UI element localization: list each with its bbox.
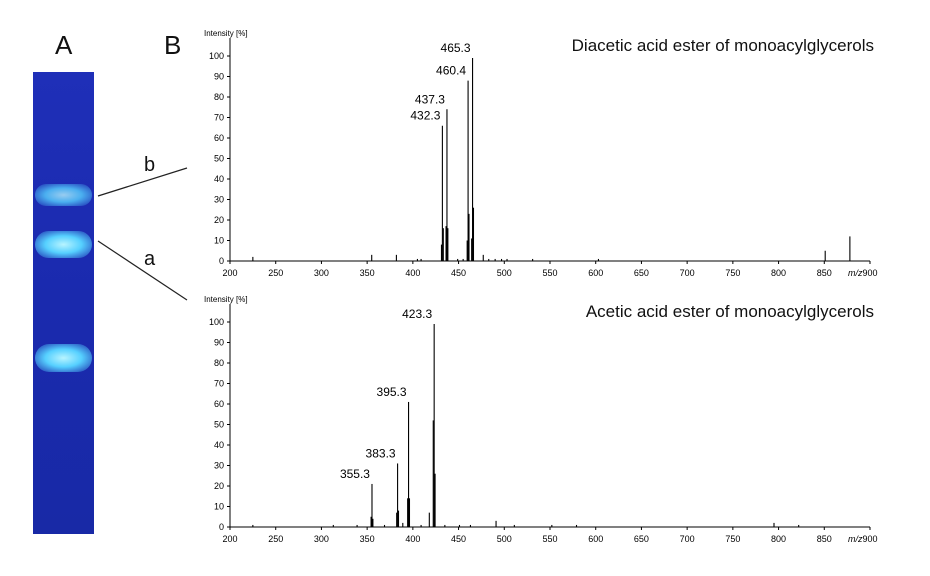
chart-title: Acetic acid ester of monoacylglycerols: [586, 302, 874, 321]
y-axis-label: Intensity [%]: [204, 29, 248, 38]
connector-line-a: [97, 240, 188, 301]
x-tick-label: 650: [634, 534, 649, 544]
y-tick-label: 70: [214, 379, 224, 389]
x-tick-label: 250: [268, 268, 283, 278]
x-tick-label: 600: [588, 534, 603, 544]
x-tick-label: 850: [817, 534, 832, 544]
x-tick-label: 550: [542, 534, 557, 544]
x-axis-label: m/z: [848, 534, 863, 544]
y-tick-label: 90: [214, 338, 224, 348]
peak-label: 423.3: [402, 307, 432, 321]
x-tick-label: 400: [405, 268, 420, 278]
panel-a-letter: A: [55, 30, 73, 60]
x-tick-label: 400: [405, 534, 420, 544]
chart-title: Diacetic acid ester of monoacylglycerols: [572, 36, 874, 55]
x-tick-label: 750: [725, 534, 740, 544]
y-tick-label: 60: [214, 133, 224, 143]
y-tick-label: 10: [214, 502, 224, 512]
y-tick-label: 100: [209, 51, 224, 61]
spectrum-bottom-chart: Intensity [%] 0 10 20 30 40 50 60 70 80 90 100 200 25…: [204, 295, 878, 544]
x-tick-label: 800: [771, 268, 786, 278]
x-tick-label: 600: [588, 268, 603, 278]
y-tick-label: 10: [214, 236, 224, 246]
x-axis-label: m/z: [848, 268, 863, 278]
peak-label: 383.3: [366, 446, 396, 460]
y-tick-label: 50: [214, 420, 224, 430]
x-tick-label: 350: [360, 268, 375, 278]
x-tick-label: 450: [451, 268, 466, 278]
y-axis-label: Intensity [%]: [204, 295, 248, 304]
x-tick-label: 750: [725, 268, 740, 278]
tlc-band-a: [35, 231, 92, 258]
y-tick-label: 90: [214, 72, 224, 82]
panel-b-letter: B: [164, 30, 182, 60]
band-b-label: b: [144, 154, 156, 176]
y-tick-label: 100: [209, 317, 224, 327]
x-tick-label: 450: [451, 534, 466, 544]
x-tick-label: 200: [222, 534, 237, 544]
connector-line-b: [97, 167, 188, 197]
x-tick-label: 500: [497, 268, 512, 278]
x-tick-label: 850: [817, 268, 832, 278]
x-tick-label: 350: [360, 534, 375, 544]
y-tick-label: 20: [214, 481, 224, 491]
tlc-band-b: [35, 184, 92, 206]
y-tick-label: 30: [214, 195, 224, 205]
peak-label: 460.4: [436, 64, 466, 78]
x-tick-label: 300: [314, 534, 329, 544]
x-tick-label: 700: [680, 268, 695, 278]
x-tick-label: 250: [268, 534, 283, 544]
x-tick-label: 300: [314, 268, 329, 278]
y-tick-label: 0: [219, 522, 224, 532]
x-tick-label: 550: [542, 268, 557, 278]
peak-label: 395.3: [377, 385, 407, 399]
y-tick-label: 40: [214, 440, 224, 450]
peak-label: 437.3: [415, 92, 445, 106]
x-tick-label: 900: [862, 268, 877, 278]
peak-label: 432.3: [410, 109, 440, 123]
y-tick-label: 80: [214, 92, 224, 102]
x-tick-label: 900: [862, 534, 877, 544]
spectrum-top-chart: Intensity [%] 0 10 20 30 40 50 60 70 80 90 100 200 25…: [204, 29, 878, 278]
tlc-plate: [33, 72, 94, 534]
y-tick-label: 60: [214, 399, 224, 409]
y-tick-label: 0: [219, 256, 224, 266]
band-a-label: a: [144, 248, 156, 270]
x-tick-label: 650: [634, 268, 649, 278]
y-tick-label: 40: [214, 174, 224, 184]
y-tick-label: 70: [214, 113, 224, 123]
peak-label: 355.3: [340, 467, 370, 481]
y-tick-label: 50: [214, 154, 224, 164]
tlc-band-lower: [35, 344, 92, 372]
y-tick-label: 20: [214, 215, 224, 225]
y-tick-label: 30: [214, 461, 224, 471]
x-tick-label: 500: [497, 534, 512, 544]
x-tick-label: 700: [680, 534, 695, 544]
y-tick-label: 80: [214, 358, 224, 368]
x-tick-label: 200: [222, 268, 237, 278]
x-tick-label: 800: [771, 534, 786, 544]
peak-label: 465.3: [441, 41, 471, 55]
